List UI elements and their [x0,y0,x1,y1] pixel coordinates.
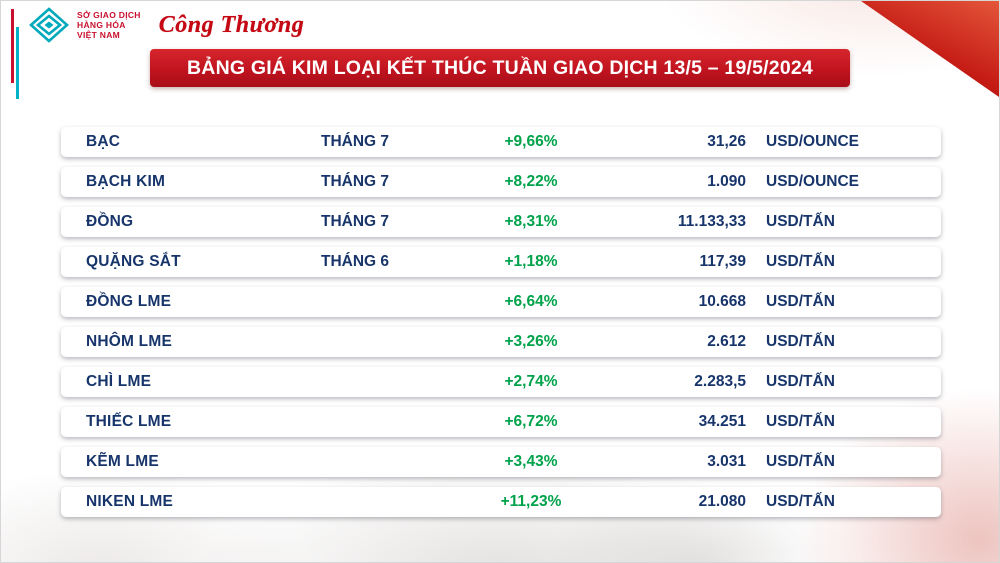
metal-name: BẠC [86,133,121,150]
exchange-name-line3: VIỆT NAM [77,30,121,40]
table-row: THIẾC LME +6,72% 34.251 USD/TẤN [61,407,941,437]
metal-name: THIẾC LME [86,413,172,430]
price-change: +3,43% [504,453,558,470]
price-value: 11.133,33 [677,213,746,230]
price-value: 3.031 [707,453,746,470]
price-unit: USD/TẤN [766,293,835,310]
price-change: +11,23% [500,493,562,510]
exchange-name-line2: HÀNG HÓA [77,19,126,30]
table-row: NHÔM LME +3,26% 2.612 USD/TẤN [61,327,941,357]
metal-name: ĐỒNG LME [86,293,172,310]
price-unit: USD/TẤN [766,373,835,390]
price-value: 21.080 [698,493,746,510]
price-unit: USD/TẤN [766,453,835,470]
header-logos: SỞ GIAO DỊCH HÀNG HÓA VIỆT NAM Công Thươ… [29,7,304,43]
metal-name: NHÔM LME [86,333,172,350]
title-banner: BẢNG GIÁ KIM LOẠI KẾT THÚC TUẦN GIAO DỊC… [150,49,850,87]
price-change: +8,31% [504,213,558,230]
metal-name: KẼM LME [86,453,159,470]
exchange-name: SỞ GIAO DỊCH HÀNG HÓA VIỆT NAM [77,10,141,40]
price-value: 2.283,5 [694,373,746,390]
price-value: 31,26 [707,133,746,150]
price-change: +6,72% [504,413,558,430]
price-unit: USD/TẤN [766,333,835,350]
metal-price-table: BẠC THÁNG 7 +9,66% 31,26 USD/OUNCE BẠCH … [61,127,941,527]
price-unit: USD/OUNCE [766,173,860,190]
price-value: 1.090 [707,173,746,190]
price-unit: USD/TẤN [766,213,835,230]
price-unit: USD/TẤN [766,413,835,430]
table-row: QUẶNG SẮT THÁNG 6 +1,18% 117,39 USD/TẤN [61,247,941,277]
price-unit: USD/TẤN [766,493,835,510]
table-row: ĐỒNG LME +6,64% 10.668 USD/TẤN [61,287,941,317]
price-change: +1,18% [504,253,558,270]
metal-name: ĐỒNG [86,213,134,230]
table-row: KẼM LME +3,43% 3.031 USD/TẤN [61,447,941,477]
table-row: ĐỒNG THÁNG 7 +8,31% 11.133,33 USD/TẤN [61,207,941,237]
price-unit: USD/TẤN [766,253,835,270]
exchange-name-line1: SỞ GIAO DỊCH [77,9,141,20]
price-change: +8,22% [504,173,558,190]
metal-name: NIKEN LME [86,493,174,510]
table-row: NIKEN LME +11,23% 21.080 USD/TẤN [61,487,941,517]
table-row: CHÌ LME +2,74% 2.283,5 USD/TẤN [61,367,941,397]
price-value: 34.251 [698,413,746,430]
metal-name: QUẶNG SẮT [86,253,181,270]
contract-month: THÁNG 7 [321,173,390,190]
mxv-diamond-icon [29,7,69,43]
price-change: +9,66% [504,133,558,150]
table-row: BẠCH KIM THÁNG 7 +8,22% 1.090 USD/OUNCE [61,167,941,197]
price-value: 117,39 [699,253,746,270]
price-change: +2,74% [504,373,558,390]
price-unit: USD/OUNCE [766,133,860,150]
table-row: BẠC THÁNG 7 +9,66% 31,26 USD/OUNCE [61,127,941,157]
left-accent-bar-red [11,9,14,83]
contract-month: THÁNG 7 [321,213,390,230]
price-value: 10.668 [698,293,746,310]
price-change: +3,26% [504,333,558,350]
contract-month: THÁNG 7 [321,133,390,150]
contract-month: THÁNG 6 [321,253,390,270]
cong-thuong-logo: Công Thương [158,11,305,38]
metal-name: BẠCH KIM [86,173,166,190]
price-change: +6,64% [504,293,558,310]
left-accent-bar-cyan [16,27,19,99]
price-value: 2.612 [707,333,746,350]
metal-name: CHÌ LME [86,373,152,390]
